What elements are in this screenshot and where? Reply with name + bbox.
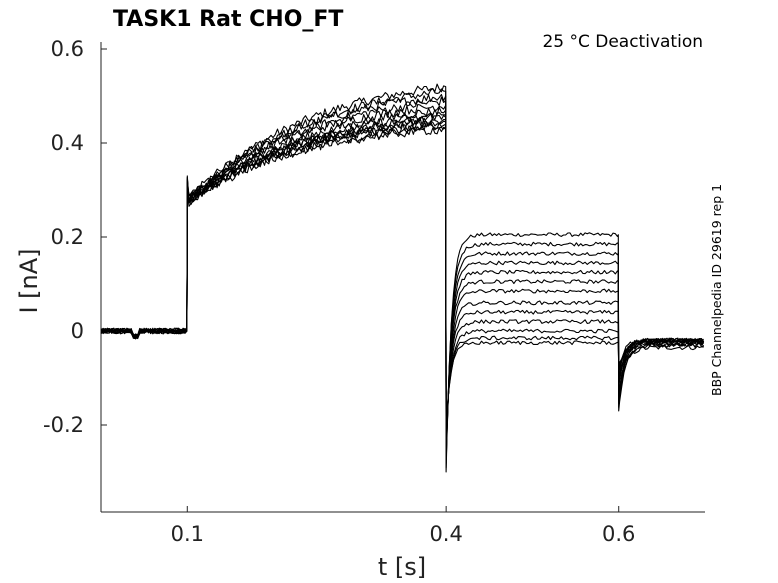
- chart-annotation: 25 °C Deactivation: [542, 32, 703, 52]
- y-tick-label: -0.2: [43, 413, 84, 437]
- current-trace-4: [100, 96, 704, 460]
- current-trace-13: [100, 126, 704, 421]
- current-trace-9: [100, 115, 705, 438]
- y-ticks: 0.6 0.4 0.2 0 -0.2: [43, 37, 107, 437]
- current-trace-1: [100, 83, 704, 473]
- current-trace-7: [100, 112, 705, 447]
- x-tick-label: 0.4: [429, 522, 462, 546]
- current-trace-2: [100, 88, 705, 469]
- y-tick-label: 0: [71, 319, 84, 343]
- x-axis-label: t [s]: [378, 553, 426, 581]
- side-label: BBP Channelpedia ID 29619 rep 1: [709, 184, 724, 396]
- current-trace-12: [100, 124, 705, 425]
- x-tick-label: 0.1: [171, 522, 204, 546]
- x-tick-label: 0.6: [602, 522, 635, 546]
- current-trace-8: [100, 113, 704, 443]
- y-tick-label: 0.4: [51, 131, 84, 155]
- chart-title: TASK1 Rat CHO_FT: [113, 7, 343, 32]
- y-tick-label: 0.2: [51, 225, 84, 249]
- current-trace-5: [100, 103, 704, 456]
- current-trace-6: [100, 106, 705, 451]
- current-traces: [100, 83, 705, 473]
- x-ticks: 0.1 0.4 0.6: [171, 506, 635, 546]
- current-trace-3: [101, 93, 704, 464]
- y-axis-label: I [nA]: [15, 248, 43, 313]
- current-trace-10: [100, 119, 705, 434]
- current-trace-11: [100, 120, 704, 430]
- y-tick-label: 0.6: [51, 37, 84, 61]
